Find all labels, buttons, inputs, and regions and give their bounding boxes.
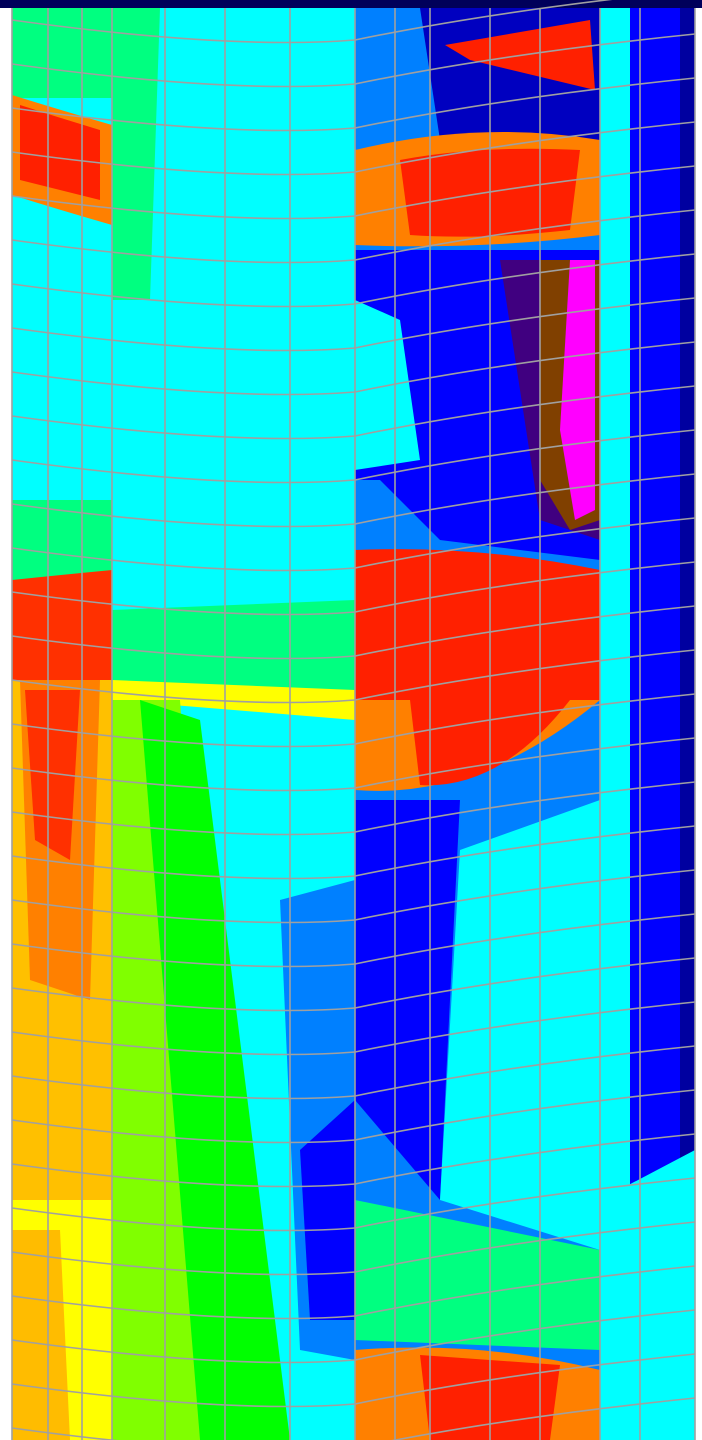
- middle-panel: [112, 8, 355, 1440]
- right-panel: [355, 8, 600, 1440]
- region: [12, 1230, 70, 1440]
- left-panel: [12, 8, 112, 1440]
- page: (() => { const data = JSON.parse(documen…: [0, 0, 702, 1440]
- region: [600, 1150, 695, 1440]
- contour-plot: [0, 0, 702, 1440]
- region: [440, 800, 600, 1250]
- right-edge-panel: [600, 8, 695, 1440]
- disk: [12, 570, 112, 680]
